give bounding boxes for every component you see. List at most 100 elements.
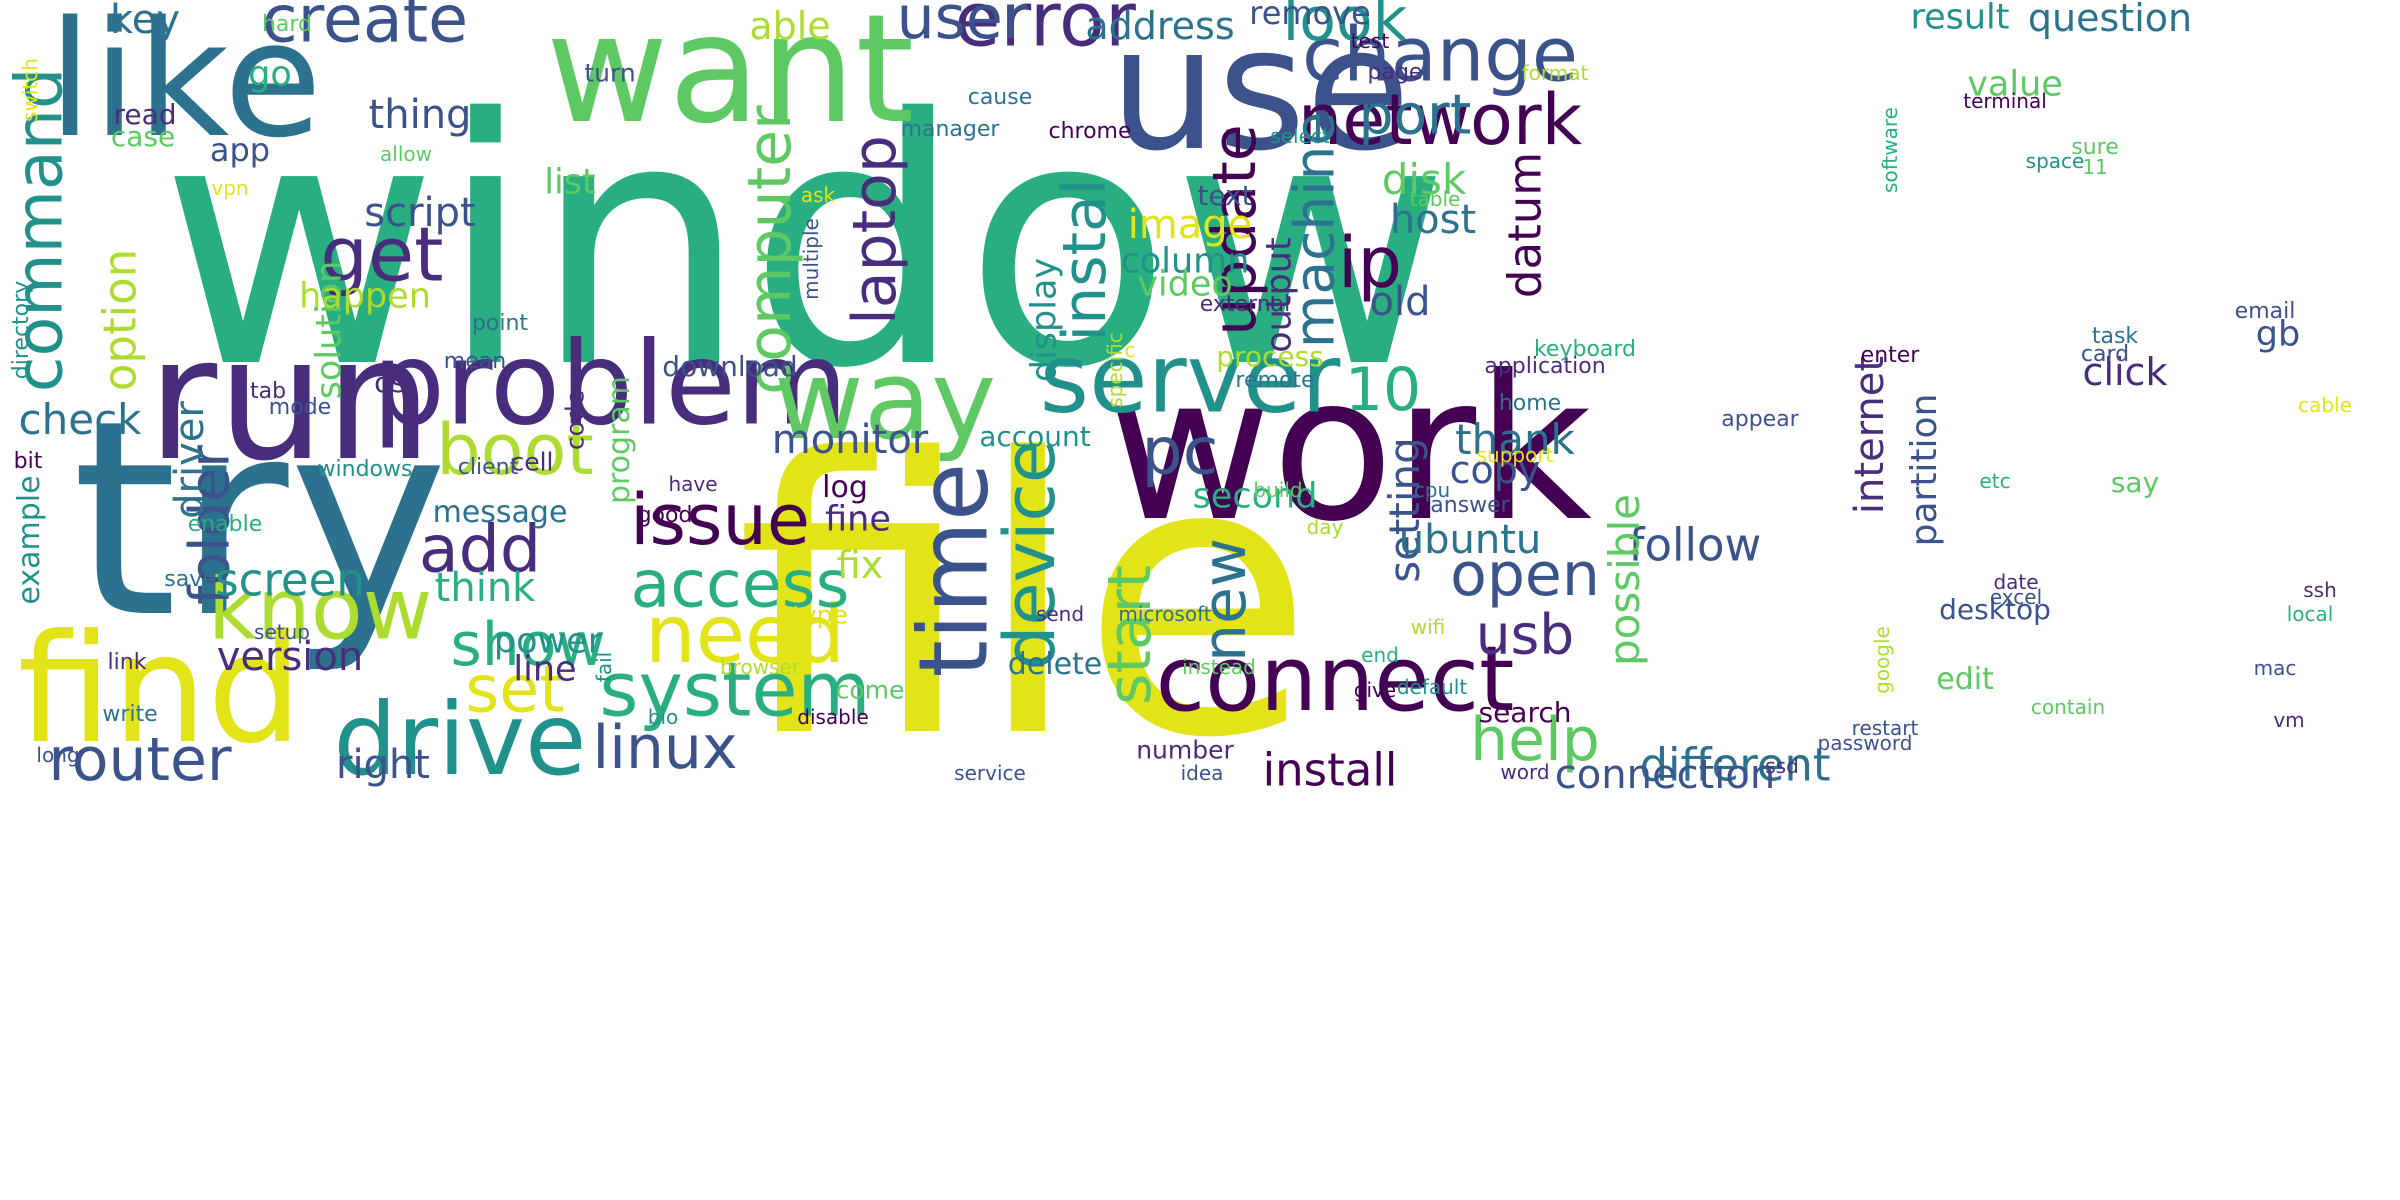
word-disk: disk — [1381, 155, 1467, 204]
word-linux: linux — [592, 713, 738, 783]
word-example: example — [12, 475, 47, 605]
word-screen: screen — [215, 553, 365, 607]
word-specific: specific — [1103, 332, 1127, 408]
word-right: right — [336, 742, 430, 788]
word-page: page — [1367, 60, 1423, 85]
word-check: check — [18, 395, 142, 444]
word-thank: thank — [1455, 415, 1575, 464]
word-access: access — [630, 547, 850, 623]
word-datum: datum — [1498, 151, 1552, 299]
word-idea: idea — [1180, 761, 1224, 785]
word-microsoft: microsoft — [1118, 602, 1212, 626]
word-space: space — [2025, 149, 2085, 173]
word-browser: browser — [719, 655, 801, 679]
word-file: file — [735, 378, 1315, 821]
word-type: type — [792, 600, 848, 630]
word-old: old — [1369, 279, 1431, 325]
word-default: default — [1396, 675, 1468, 699]
word-fix: fix — [836, 543, 884, 587]
word-fine: fine — [825, 499, 891, 540]
word-format: format — [1521, 61, 1589, 85]
word-keyboard: keyboard — [1533, 337, 1637, 362]
word-long: long — [36, 743, 80, 767]
word-word: word — [1500, 760, 1550, 784]
word-router: router — [48, 725, 232, 795]
word-option: option — [93, 248, 147, 392]
word-look: look — [1282, 0, 1408, 55]
word-have: have — [668, 472, 718, 496]
word-point: point — [471, 311, 529, 336]
word-search: search — [1478, 696, 1572, 729]
word-work: work — [1108, 333, 1592, 566]
word-driver: driver — [167, 401, 213, 519]
word-contain: contain — [2030, 695, 2106, 719]
word-change: change — [1301, 10, 1579, 99]
word-value: value — [1967, 64, 2063, 105]
word-excel: excel — [1989, 585, 2043, 609]
word-ip: ip — [1338, 222, 1402, 304]
word-number: number — [1136, 735, 1234, 765]
word-need: need — [645, 588, 845, 681]
word-happen: happen — [299, 276, 431, 317]
word-server: server — [1039, 324, 1341, 435]
word-mac: mac — [2253, 656, 2297, 680]
word-gb: gb — [2255, 314, 2301, 355]
word-table: table — [1409, 187, 1461, 211]
word-show: show — [450, 610, 606, 680]
word-error: error — [954, 0, 1136, 64]
word-think: think — [434, 565, 536, 611]
word-google: google — [1870, 626, 1894, 694]
word-follow: follow — [1628, 518, 1762, 572]
word-directory: directory — [9, 280, 34, 380]
word-build: build — [1253, 478, 1303, 502]
word-wifi: wifi — [1410, 615, 1446, 639]
word-read: read — [113, 98, 177, 131]
word-process: process — [1216, 340, 1324, 373]
word-ssh: ssh — [2303, 578, 2337, 602]
word-write: write — [102, 702, 158, 727]
word-script: script — [364, 190, 476, 236]
word-sure: sure — [2071, 135, 2119, 160]
word-case: case — [110, 120, 176, 153]
word-good: good — [637, 503, 693, 528]
word-end: end — [1361, 643, 1399, 667]
word-cable: cable — [2298, 393, 2352, 417]
word-link: link — [107, 650, 147, 675]
word-boot: boot — [436, 409, 594, 491]
word-image: image — [1127, 202, 1253, 248]
word-task: task — [2091, 324, 2139, 349]
word-multiple: multiple — [799, 218, 823, 300]
word-restart: restart — [1851, 716, 1919, 740]
word-copy: copy — [1449, 448, 1541, 492]
word-network: network — [1297, 79, 1583, 161]
word-download: download — [662, 350, 798, 383]
word-user: user — [896, 0, 1028, 53]
word-app: app — [209, 131, 271, 169]
word-go: go — [248, 54, 292, 95]
word-10: 10 — [1344, 355, 1422, 425]
word-ubuntu: ubuntu — [1398, 517, 1542, 563]
word-question: question — [2027, 0, 2193, 40]
word-say: say — [2110, 466, 2160, 499]
word-find: find — [17, 603, 303, 777]
word-select: select — [1270, 124, 1330, 148]
word-help: help — [1470, 705, 1600, 775]
word-hard: hard — [261, 12, 313, 37]
word-open: open — [1450, 540, 1600, 610]
word-switch: switch — [18, 58, 42, 122]
word-day: day — [1306, 515, 1344, 539]
word-new: new — [1190, 537, 1260, 663]
word-date: date — [1993, 570, 2039, 594]
word-enable: enable — [187, 512, 263, 537]
word-etc: etc — [1979, 469, 2011, 493]
word-get: get — [320, 210, 444, 299]
word-use: use — [1109, 0, 1411, 189]
word-desktop: desktop — [1939, 593, 2051, 626]
word-support: support — [1476, 443, 1554, 467]
word-delete: delete — [1007, 647, 1103, 682]
word-different: different — [1639, 738, 1831, 792]
word-video: video — [1137, 264, 1233, 305]
word-port: port — [1358, 82, 1472, 147]
word-chrome: chrome — [1048, 119, 1132, 144]
